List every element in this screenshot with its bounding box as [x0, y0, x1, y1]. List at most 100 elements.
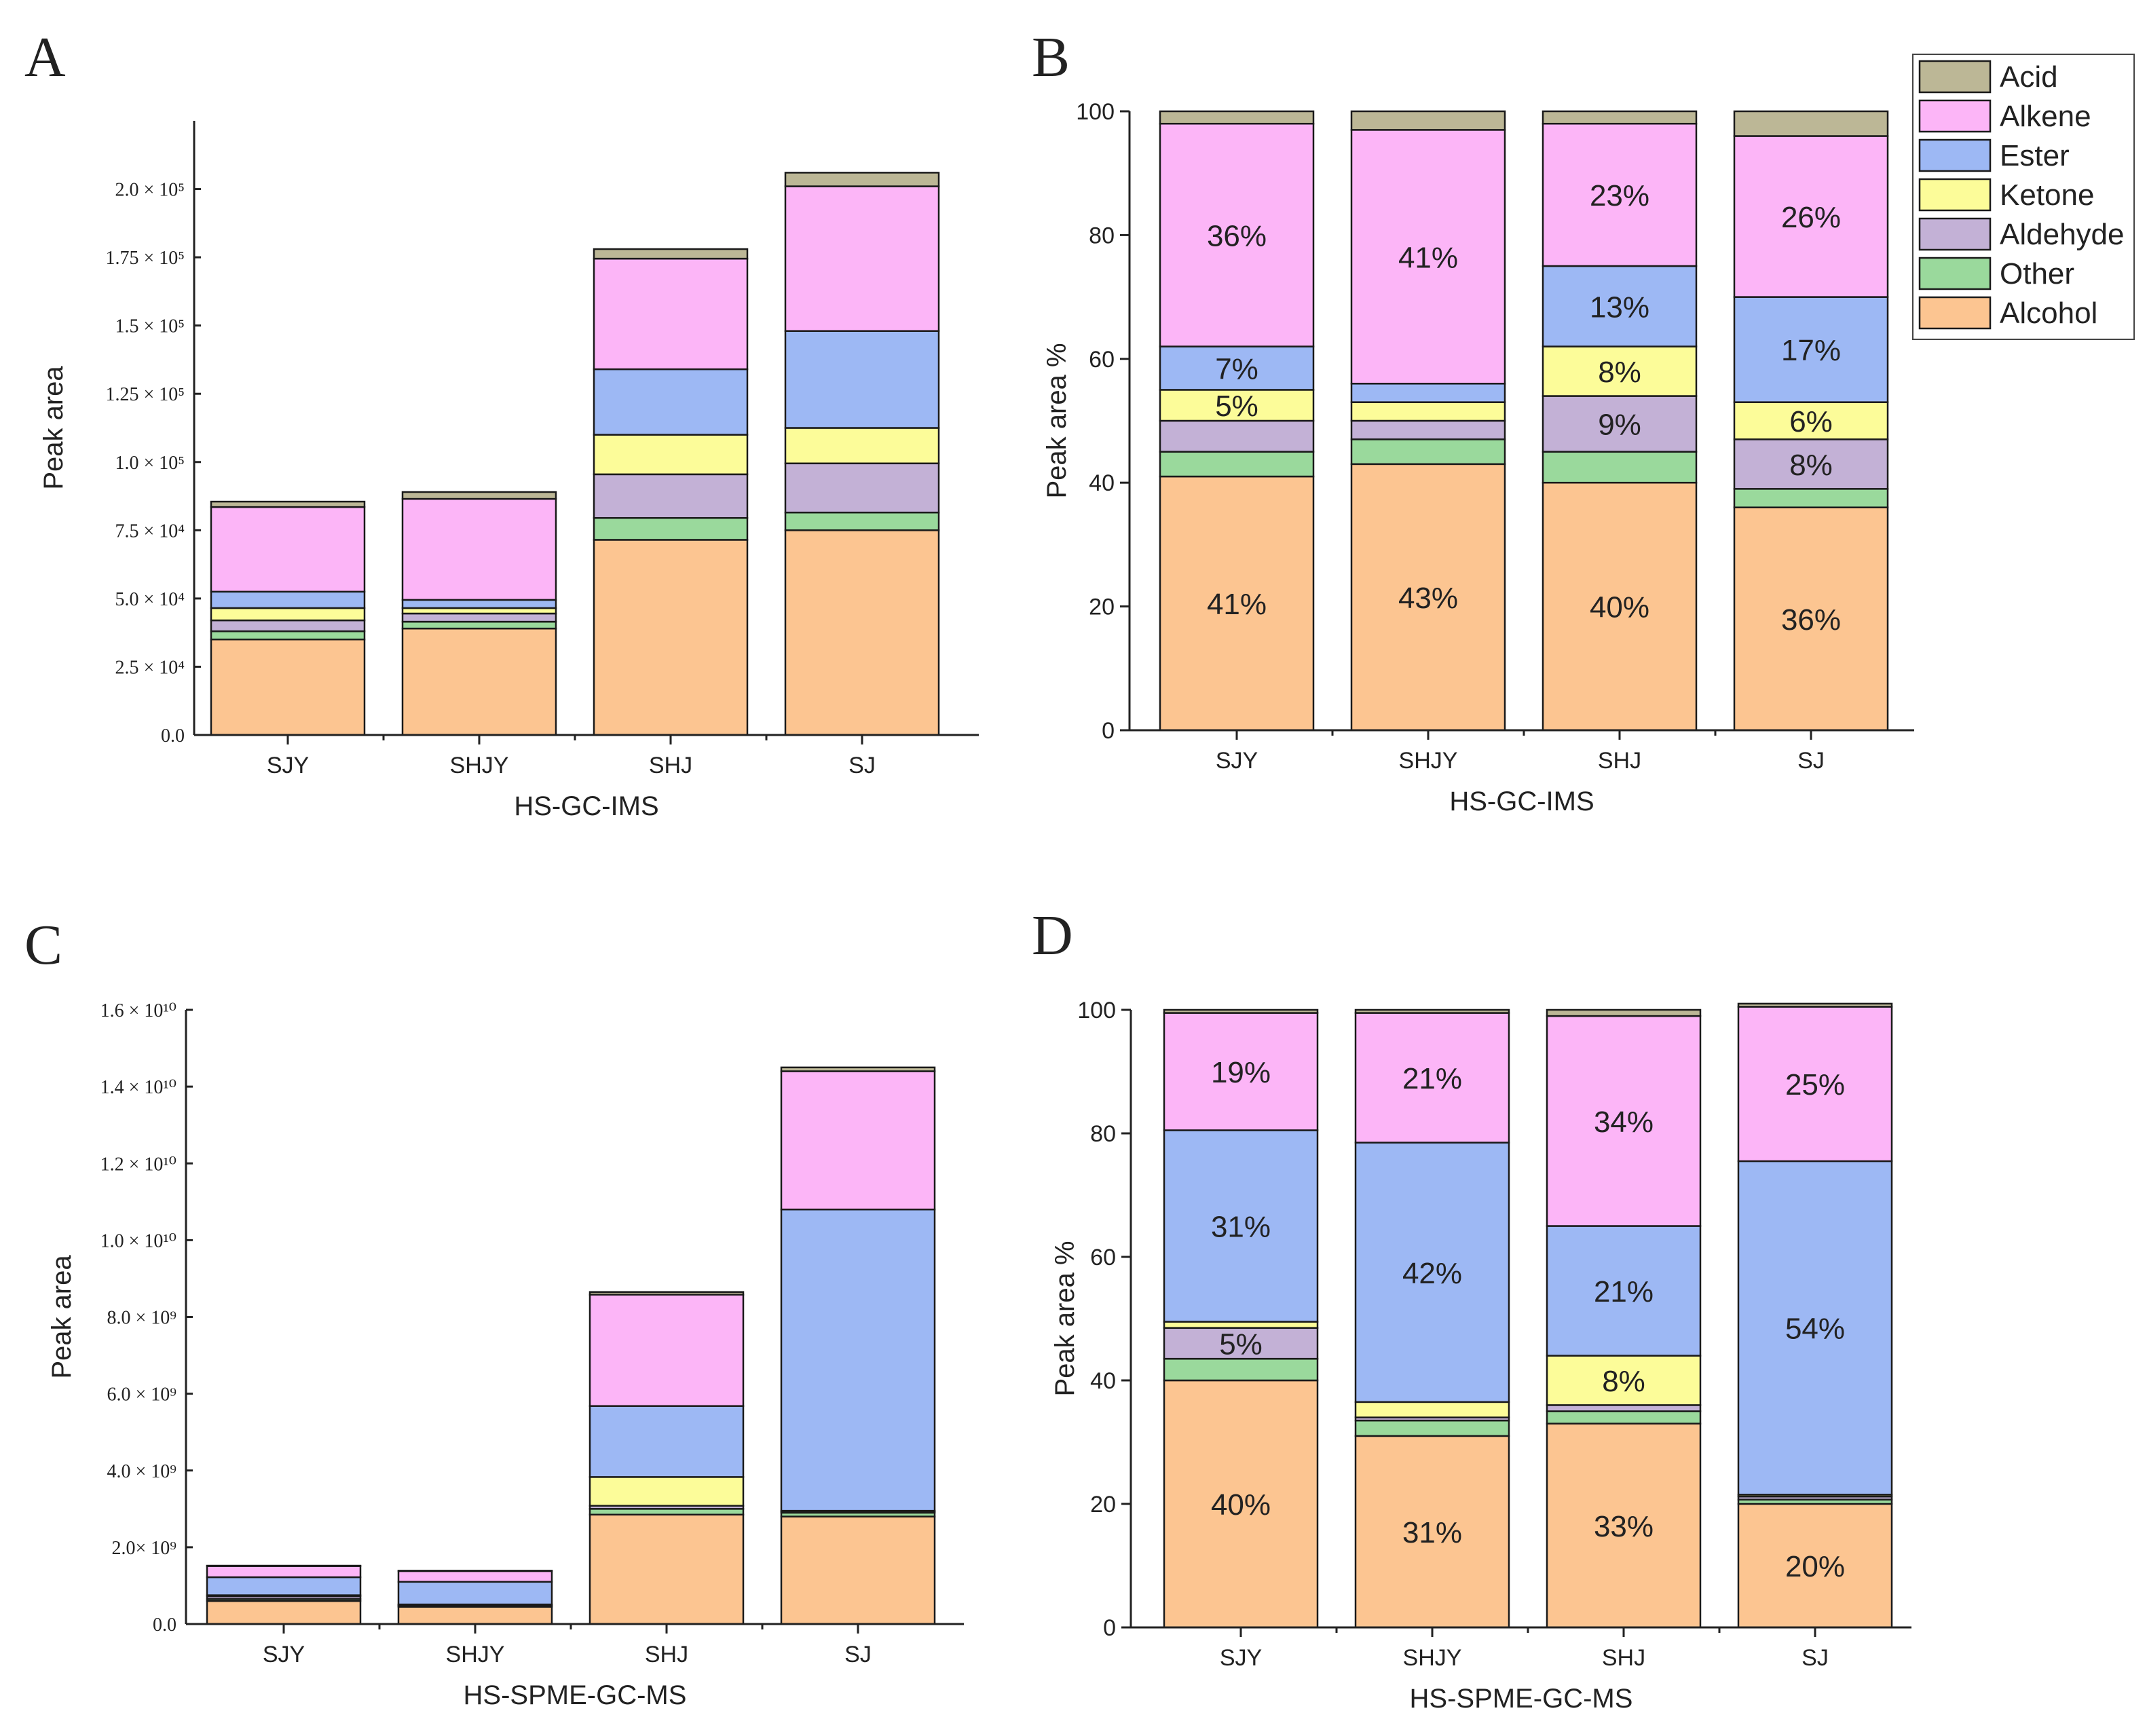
bar-segment-alcohol-shjy	[1354, 1435, 1510, 1629]
bar-segment-other-sj	[1733, 488, 1889, 508]
y-tick-label: 0.0	[161, 725, 185, 747]
bar-segment-aldehyde-shj	[593, 473, 749, 519]
y-tick-label: 5.0 × 10⁴	[115, 589, 185, 610]
legend-label-aldehyde: Aldehyde	[2000, 218, 2124, 251]
data-label: 54%	[1785, 1313, 1845, 1346]
y-tick-label: 60	[1089, 347, 1115, 373]
bar-segment-aldehyde-sjy	[1163, 1327, 1319, 1360]
legend-swatch-other	[1918, 257, 1992, 290]
y-tick-label: 2.0× 10⁹	[111, 1538, 176, 1559]
bar-segment-ketone-sjy	[1163, 1321, 1319, 1329]
bar-segment-alkene-sj	[1733, 135, 1889, 298]
y-tick-label: 80	[1090, 1121, 1116, 1147]
bar-segment-other-shj	[593, 516, 749, 541]
bar-segment-acid-sjy	[1163, 1008, 1319, 1014]
bar-segment-alcohol-shjy	[1350, 463, 1506, 732]
bar-segment-alcohol-sjy	[1163, 1379, 1319, 1629]
x-axis-title: HS-SPME-GC-MS	[1410, 1684, 1633, 1714]
bar-segment-aldehyde-shj	[1542, 395, 1698, 453]
bar-segment-acid-shjy	[401, 491, 557, 500]
bar-segment-alcohol-shj	[593, 539, 749, 736]
bar-segment-acid-shj	[1546, 1008, 1702, 1017]
legend-swatch-alcohol	[1918, 296, 1992, 330]
y-tick-label: 40	[1089, 470, 1115, 496]
bar-segment-aldehyde-shj	[1546, 1404, 1702, 1412]
x-tick-label: SJY	[267, 753, 309, 778]
legend-swatch-ketone	[1918, 178, 1992, 212]
data-label: 20%	[1785, 1550, 1845, 1583]
data-label: 33%	[1594, 1510, 1654, 1543]
data-label: 9%	[1598, 409, 1641, 442]
legend-label-ketone: Ketone	[2000, 178, 2094, 212]
data-label: 43%	[1398, 582, 1458, 615]
bar-segment-alkene-sjy	[206, 1565, 362, 1579]
bar-segment-aldehyde-shjy	[1350, 419, 1506, 440]
bar-segment-alkene-shjy	[401, 497, 557, 601]
bar-segment-ester-sjy	[1159, 345, 1315, 391]
legend-label-acid: Acid	[2000, 60, 2058, 94]
bar-segment-acid-shj	[593, 248, 749, 260]
data-label: 36%	[1207, 219, 1267, 252]
data-label: 40%	[1590, 591, 1649, 624]
y-tick-label: 20	[1089, 595, 1115, 620]
x-tick-label: SHJY	[1403, 1645, 1462, 1671]
bar-segment-alkene-shjy	[397, 1570, 553, 1583]
legend-swatch-acid	[1918, 60, 1992, 94]
x-tick-label: SJ	[1797, 748, 1825, 774]
bar-segment-ester-shjy	[397, 1581, 553, 1606]
y-tick-label: 2.5 × 10⁴	[115, 657, 185, 678]
bar-segment-acid-sj	[780, 1066, 936, 1072]
bar-segment-ester-sjy	[1163, 1129, 1319, 1323]
x-tick-label: SHJ	[645, 1642, 688, 1667]
bar-segment-acid-shj	[589, 1291, 745, 1296]
data-label: 8%	[1602, 1365, 1645, 1398]
bar-segment-ester-sjy	[206, 1576, 362, 1596]
data-label: 31%	[1402, 1516, 1462, 1549]
bar-segment-ester-shj	[589, 1405, 745, 1478]
data-label: 5%	[1215, 390, 1258, 423]
bar-segment-alcohol-sj	[780, 1515, 936, 1625]
panel-letter: C	[24, 913, 62, 977]
bar-segment-other-shjy	[1350, 438, 1506, 466]
bar-segment-alkene-shjy	[1350, 129, 1506, 385]
bar-segment-alkene-shj	[593, 257, 749, 371]
y-tick-label: 8.0 × 10⁹	[107, 1308, 176, 1329]
bar-segment-acid-shjy	[1354, 1008, 1510, 1014]
data-label: 41%	[1207, 588, 1267, 621]
bar-segment-ester-shjy	[1354, 1141, 1510, 1403]
x-tick-label: SJY	[1220, 1645, 1262, 1671]
y-tick-label: 2.0 × 10⁵	[115, 180, 185, 201]
legend-label-other: Other	[2000, 257, 2074, 290]
data-label: 17%	[1781, 334, 1841, 367]
bar-segment-ketone-shj	[1542, 345, 1698, 397]
legend-swatch-aldehyde	[1918, 217, 1992, 251]
data-label: 19%	[1211, 1056, 1271, 1089]
y-tick-label: 1.0 × 10⁵	[115, 453, 185, 474]
y-tick-label: 1.75 × 10⁵	[105, 248, 185, 269]
bar-segment-other-shjy	[1354, 1419, 1510, 1437]
y-tick-label: 0.0	[153, 1615, 176, 1636]
x-axis-title: HS-GC-IMS	[514, 791, 658, 821]
x-tick-label: SHJ	[1598, 748, 1641, 774]
bar-segment-acid-shjy	[1350, 110, 1506, 131]
bar-segment-aldehyde-shjy	[401, 612, 557, 623]
bar-segment-acid-sjy	[1159, 110, 1315, 125]
y-tick-label: 7.5 × 10⁴	[115, 521, 185, 542]
y-tick-label: 1.25 × 10⁵	[105, 384, 185, 405]
bar-segment-alkene-sj	[1737, 1006, 1893, 1163]
bar-segment-alcohol-shjy	[397, 1606, 553, 1625]
x-tick-label: SHJY	[446, 1642, 505, 1667]
x-tick-label: SHJY	[1399, 748, 1458, 774]
panel-letter: A	[24, 26, 66, 89]
data-label: 42%	[1402, 1257, 1462, 1290]
bar-segment-ester-shjy	[1350, 383, 1506, 403]
bar-segment-ketone-sjy	[210, 607, 366, 622]
panel-letter: B	[1032, 26, 1070, 89]
bar-segment-ketone-sj	[784, 427, 940, 465]
y-tick-label: 80	[1089, 223, 1115, 248]
x-tick-label: SHJY	[450, 753, 509, 778]
bar-segment-ketone-shj	[1546, 1355, 1702, 1406]
bar-segment-alcohol-shj	[1546, 1422, 1702, 1629]
data-label: 6%	[1789, 405, 1833, 438]
bar-segment-aldehyde-sjy	[1159, 419, 1315, 453]
